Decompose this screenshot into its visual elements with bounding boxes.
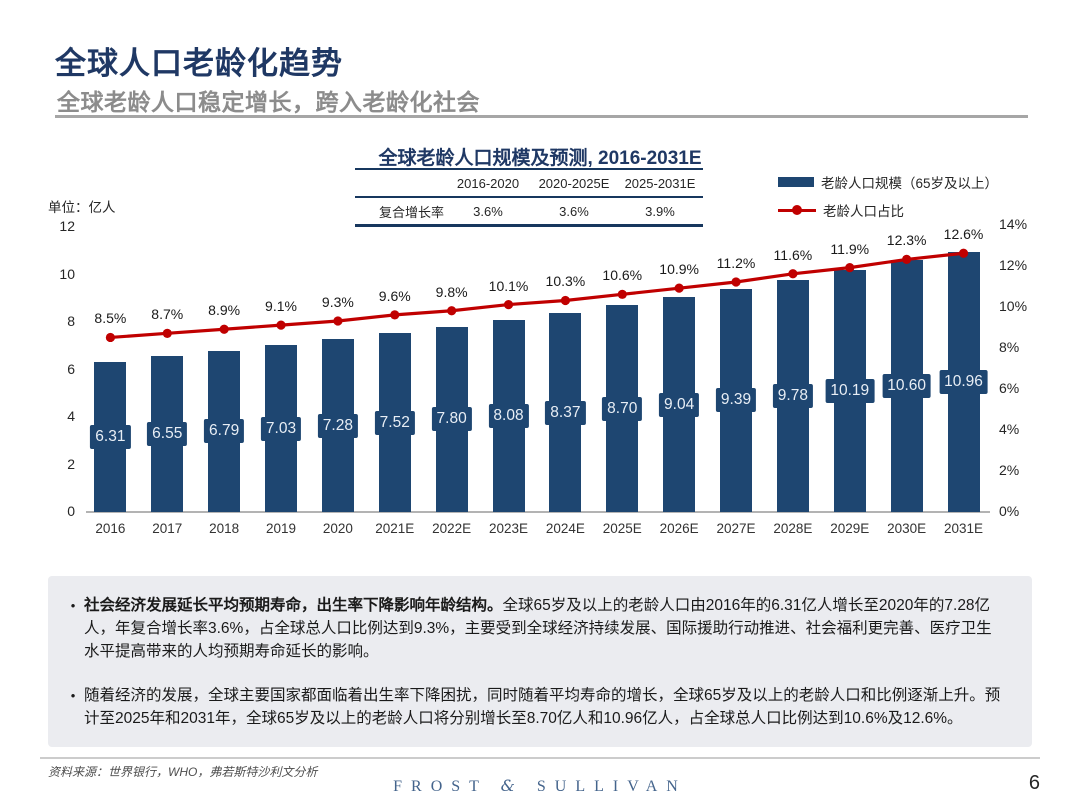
bullet-icon: • — [70, 598, 76, 613]
y2-axis-tick-label: 4% — [999, 420, 1020, 437]
table-cell: 3.6% — [559, 203, 589, 219]
bar-value-label: 6.55 — [147, 422, 188, 447]
legend-label: 老龄人口规模（65岁及以上） — [821, 176, 999, 191]
bar-value-label: 6.79 — [204, 419, 245, 444]
table-header-row: 2016-2020 2020-2025E 2025-2031E — [355, 170, 703, 198]
bar-value-label: 7.52 — [374, 410, 415, 435]
bar-value-label: 7.03 — [260, 416, 302, 441]
y-axis-tick-label: 12 — [59, 218, 75, 234]
y2-axis-tick-label: 14% — [999, 215, 1028, 232]
growth-rate-table: 2016-2020 2020-2025E 2025-2031E 复合增长率 3.… — [355, 168, 703, 227]
page-subtitle: 全球老龄人口稳定增长，跨入老龄化社会 — [57, 89, 480, 115]
bar-value-label: 10.96 — [939, 369, 988, 394]
y2-axis-tick-label: 12% — [999, 256, 1028, 273]
chart-title: 全球老龄人口规模及预测, 2016-2031E — [378, 148, 702, 169]
x-axis-label: 2026E — [659, 521, 699, 536]
y-axis-tick-label: 10 — [59, 265, 75, 282]
bar-value-label: 7.80 — [431, 407, 472, 432]
x-axis-label: 2018 — [209, 521, 240, 536]
percentage-label: 8.9% — [208, 302, 241, 319]
table-cell: 3.6% — [473, 203, 503, 219]
percentage-label: 11.6% — [773, 246, 813, 263]
y2-axis-tick-label: 2% — [999, 461, 1020, 478]
footer-divider — [40, 757, 1040, 759]
bullet-icon: • — [70, 688, 76, 703]
bar-value-label: 10.19 — [825, 378, 875, 403]
x-axis-label: 2023E — [488, 521, 529, 536]
bar-value-label: 7.28 — [317, 413, 358, 438]
y-axis-tick-label: 6 — [67, 360, 75, 377]
y2-axis-tick-label: 8% — [999, 338, 1020, 355]
chart-legend: 老龄人口规模（65岁及以上） 老龄人口占比 — [778, 170, 998, 226]
source-note: 资料来源：世界银行，WHO，弗若斯特沙利文分析 — [48, 765, 318, 779]
legend-item-line: 老龄人口占比 — [778, 198, 998, 222]
percentage-label: 10.3% — [545, 273, 586, 290]
x-axis-label: 2031E — [943, 521, 984, 536]
x-axis-label: 2024E — [545, 521, 585, 536]
x-axis-line — [86, 511, 990, 513]
percentage-label: 8.5% — [94, 310, 127, 327]
page-number: 6 — [1028, 772, 1040, 794]
note-bullet-1: • 社会经济发展延长平均预期寿命，出生率下降影响年龄结构。全球65岁及以上的老龄… — [62, 594, 1006, 663]
x-axis-label: 2025E — [602, 521, 642, 536]
percentage-label: 9.3% — [321, 294, 354, 311]
y2-axis-tick-label: 10% — [999, 297, 1028, 314]
note-text: 社会经济发展延长平均预期寿命，出生率下降影响年龄结构。全球65岁及以上的老龄人口… — [84, 597, 992, 660]
x-axis-label: 2022E — [432, 521, 472, 536]
x-axis-label: 2020 — [322, 521, 353, 536]
summary-notes-box: • 社会经济发展延长平均预期寿命，出生率下降影响年龄结构。全球65岁及以上的老龄… — [48, 576, 1032, 747]
y-axis-tick-label: 0 — [67, 503, 75, 519]
bar-swatch-icon — [778, 177, 814, 187]
legend-item-bar: 老龄人口规模（65岁及以上） — [778, 170, 998, 194]
table-row: 复合增长率 3.6% 3.6% 3.9% — [355, 198, 703, 224]
bar-value-label: 8.37 — [545, 400, 586, 425]
x-axis-label: 2019 — [265, 521, 297, 536]
ampersand: & — [500, 776, 524, 795]
table-header-cell: 2020-2025E — [538, 175, 610, 191]
x-axis-label: 2029E — [830, 521, 870, 536]
note-bullet-2: • 随着经济的发展，全球主要国家都面临着出生率下降困扰，同时随着平均寿命的增长，… — [62, 684, 1006, 730]
percentage-label: 11.2% — [716, 255, 756, 271]
table-row-label: 复合增长率 — [379, 204, 445, 220]
percentage-label: 10.9% — [659, 261, 699, 278]
percentage-label: 11.9% — [830, 240, 870, 257]
x-axis-label: 2016 — [95, 521, 126, 536]
y-axis-tick-label: 8 — [67, 313, 75, 329]
bar-value-label: 9.78 — [772, 383, 813, 408]
line-swatch-icon — [778, 205, 816, 215]
percentage-label: 9.6% — [378, 287, 411, 304]
bar-value-label: 8.70 — [602, 396, 643, 421]
frost-sullivan-logo: FROST & SULLIVAN — [393, 776, 687, 795]
table-cell: 3.9% — [645, 203, 675, 219]
bar-value-label: 10.60 — [882, 374, 932, 399]
percentage-label: 12.3% — [886, 232, 927, 249]
note-text: 随着经济的发展，全球主要国家都面临着出生率下降困扰，同时随着平均寿命的增长，全球… — [84, 687, 1001, 727]
percentage-label: 9.1% — [265, 298, 297, 315]
percentage-label: 8.7% — [151, 306, 184, 323]
x-axis-label: 2028E — [773, 521, 813, 536]
legend-label: 老龄人口占比 — [823, 204, 904, 219]
table-header-cell: 2016-2020 — [456, 175, 520, 191]
percentage-label: 9.8% — [435, 283, 468, 300]
bar-value-label: 9.39 — [715, 388, 757, 413]
bar-value-label: 6.31 — [90, 425, 131, 450]
bar-value-label: 9.04 — [659, 392, 700, 417]
y2-axis-tick-label: 6% — [999, 379, 1020, 396]
axis-unit-label: 单位：亿人 — [48, 200, 116, 215]
percentage-label: 10.6% — [602, 267, 643, 284]
bar-value-label: 8.08 — [488, 404, 529, 429]
x-axis-label: 2027E — [716, 521, 756, 536]
x-axis-label: 2030E — [887, 521, 927, 536]
percentage-label: 12.6% — [943, 226, 984, 243]
x-axis-label: 2017 — [152, 521, 183, 536]
percentage-label: 10.1% — [488, 277, 529, 294]
header-divider — [55, 115, 1028, 118]
y-axis-tick-label: 2 — [67, 455, 75, 472]
y2-axis-tick-label: 0% — [999, 503, 1020, 519]
table-header-cell: 2025-2031E — [624, 175, 696, 191]
x-axis-label: 2021E — [375, 521, 415, 536]
page-title: 全球人口老龄化趋势 — [55, 46, 343, 81]
y-axis-tick-label: 4 — [67, 408, 75, 424]
